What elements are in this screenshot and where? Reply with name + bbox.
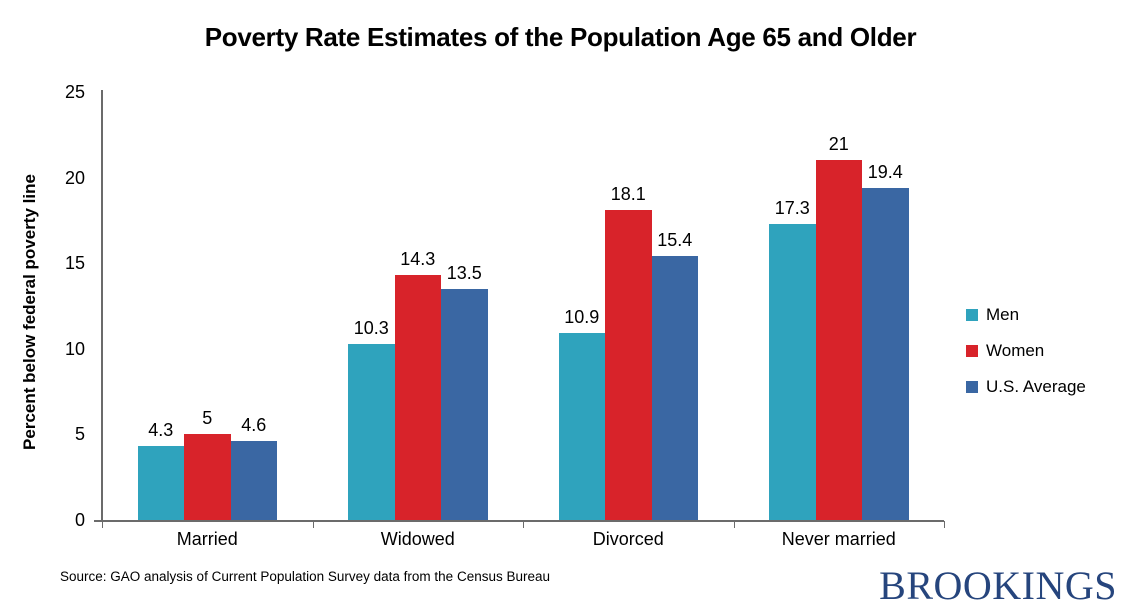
- x-axis-line: [94, 520, 944, 522]
- legend-label: Women: [986, 341, 1045, 360]
- x-tick-mark: [312, 521, 314, 528]
- y-tick-label: 15: [64, 253, 85, 274]
- bar-u-s-average-never-married: [862, 187, 909, 520]
- bar-u-s-average-married: [230, 441, 277, 520]
- bar-women-divorced: [605, 210, 652, 520]
- legend-swatch-icon: [966, 344, 978, 357]
- bar-women-married: [184, 434, 231, 520]
- bar-women-never-married: [815, 160, 862, 520]
- y-axis-title: Percent below federal poverty line: [20, 174, 39, 450]
- bar-u-s-average-widowed: [441, 288, 488, 520]
- y-tick-label: 5: [74, 424, 85, 445]
- y-tick-label: 20: [64, 167, 85, 188]
- y-tick-label: 25: [64, 82, 85, 102]
- legend-swatch-icon: [966, 380, 978, 393]
- legend-label: Men: [986, 305, 1020, 324]
- x-tick-mark: [733, 521, 735, 528]
- chart-title: Poverty Rate Estimates of the Population…: [204, 22, 917, 52]
- legend-swatch-icon: [966, 308, 978, 321]
- bar-value-label: 15.4: [657, 230, 693, 251]
- bar-value-label: 10.9: [564, 307, 600, 328]
- bar-value-label: 10.3: [353, 317, 389, 338]
- category-label: Married: [176, 529, 238, 549]
- bar-u-s-average-divorced: [651, 256, 698, 520]
- source-note: Source: GAO analysis of Current Populati…: [60, 569, 551, 584]
- bar-men-never-married: [769, 223, 816, 520]
- y-tick-label: 0: [74, 510, 85, 530]
- y-tick-label: 10: [64, 338, 85, 359]
- x-tick-mark: [102, 521, 103, 528]
- category-label: Widowed: [380, 529, 455, 549]
- bar-value-label: 14.3: [400, 249, 436, 270]
- bar-men-married: [137, 446, 184, 520]
- bar-men-divorced: [558, 333, 605, 520]
- bar-value-label: 13.5: [446, 262, 482, 283]
- bar-value-label: 21: [828, 134, 849, 155]
- legend: Men Women U.S. Average: [966, 305, 1086, 413]
- y-axis-line: [101, 90, 103, 521]
- bar-value-label: 18.1: [610, 184, 646, 205]
- x-tick-mark: [523, 521, 524, 528]
- category-label: Never married: [781, 529, 896, 549]
- legend-item-u-s-average: U.S. Average: [966, 377, 1086, 396]
- bar-men-widowed: [348, 343, 395, 520]
- category-label: Divorced: [592, 529, 664, 549]
- bar-value-label: 4.6: [241, 415, 267, 436]
- bar-women-widowed: [394, 275, 441, 520]
- x-tick-mark: [944, 521, 945, 528]
- legend-item-women: Women: [966, 341, 1086, 360]
- bar-value-label: 5: [202, 408, 213, 429]
- bar-value-label: 17.3: [774, 197, 810, 218]
- brookings-logo: BROOKINGS: [879, 563, 1117, 608]
- legend-item-men: Men: [966, 305, 1086, 324]
- bar-value-label: 4.3: [148, 420, 174, 441]
- legend-label: U.S. Average: [986, 377, 1086, 396]
- bar-value-label: 19.4: [867, 161, 903, 182]
